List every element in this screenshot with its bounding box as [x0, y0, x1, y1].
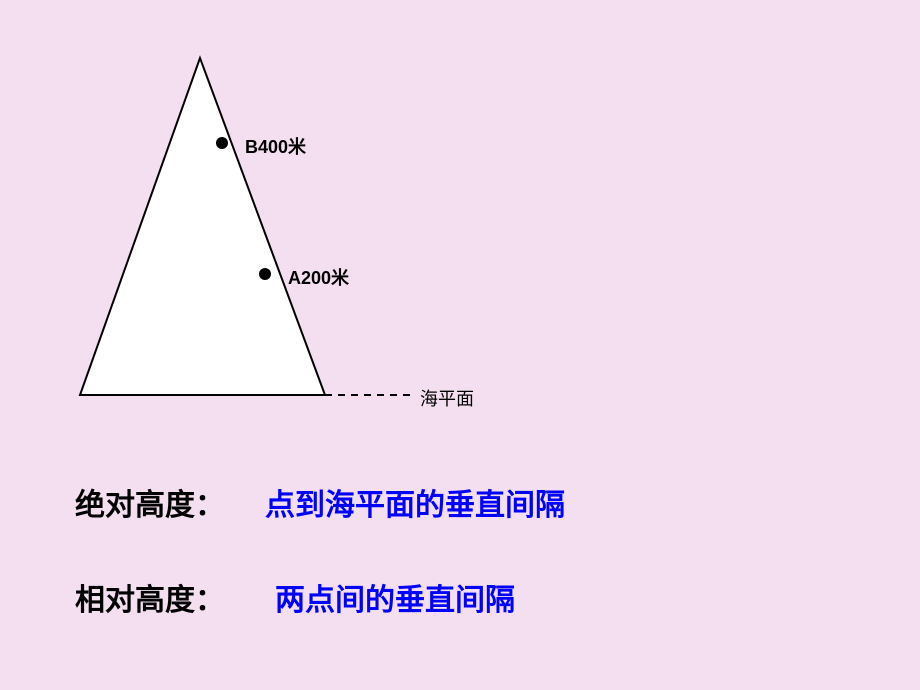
diagram-svg [0, 0, 920, 440]
absolute-height-desc: 点到海平面的垂直间隔 [265, 480, 565, 524]
relative-height-desc: 两点间的垂直间隔 [275, 575, 515, 619]
point-a-label: A200米 [288, 264, 349, 290]
relative-height-term: 相对高度： [75, 575, 225, 619]
point-b-label: B400米 [245, 133, 306, 159]
point-b [216, 137, 228, 149]
elevation-diagram: B400米 A200米 海平面 [0, 0, 920, 440]
absolute-height-term: 绝对高度： [75, 480, 225, 524]
point-a [259, 268, 271, 280]
mountain-triangle [80, 58, 325, 395]
sea-level-label: 海平面 [420, 385, 474, 411]
